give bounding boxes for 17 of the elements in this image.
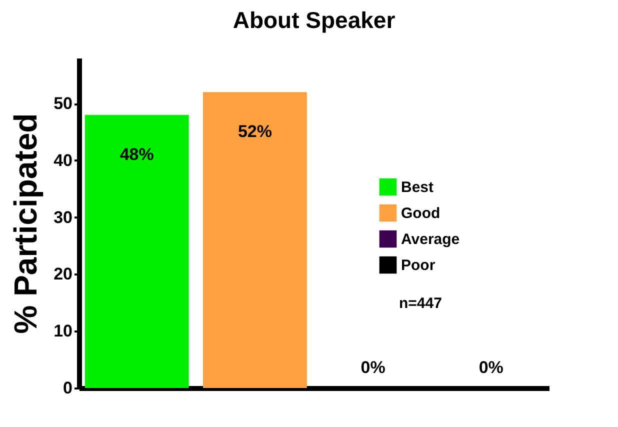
y-tick-label: 40 bbox=[54, 150, 72, 170]
legend-label: Poor bbox=[401, 257, 436, 274]
y-tick-label: 10 bbox=[54, 322, 72, 341]
data-label: 52% bbox=[238, 122, 272, 142]
annotation: n=447 bbox=[399, 295, 442, 312]
chart-title: About Speaker bbox=[232, 7, 396, 33]
legend-label: Average bbox=[401, 231, 460, 248]
y-axis-title: % Participated bbox=[8, 113, 44, 334]
data-label: 0% bbox=[360, 358, 386, 377]
y-tick-label: 0 bbox=[63, 378, 72, 398]
legend-label: Good bbox=[401, 205, 440, 222]
data-label: 0% bbox=[478, 358, 504, 377]
legend-label: Best bbox=[401, 179, 434, 196]
y-tick-label: 30 bbox=[54, 208, 72, 227]
y-tick-label: 50 bbox=[54, 94, 72, 114]
y-tick-label: 20 bbox=[54, 264, 72, 284]
data-label: 48% bbox=[120, 144, 154, 164]
